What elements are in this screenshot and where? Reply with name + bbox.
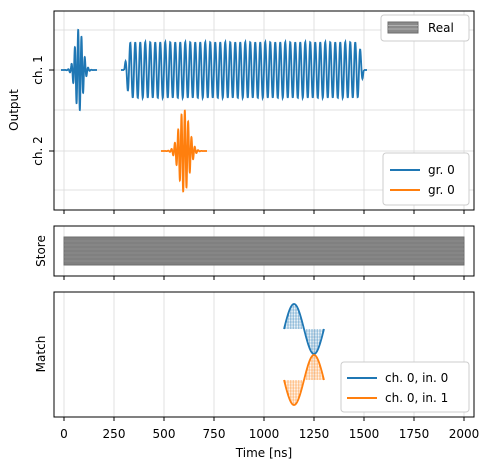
match-xtick-label-2000: 2000 bbox=[449, 427, 480, 441]
real-legend-label: Real bbox=[428, 21, 454, 35]
match-legend-label-1: ch. 0, in. 1 bbox=[385, 391, 448, 405]
output-panel: ch. 1 ch. 2 Output Real gr. 0 gr. 0 bbox=[7, 10, 475, 214]
output-x-ticks bbox=[63, 210, 465, 214]
match-template-0 bbox=[283, 303, 325, 355]
group-legend-label-0: gr. 0 bbox=[428, 163, 455, 177]
match-legend-label-0: ch. 0, in. 0 bbox=[385, 371, 448, 385]
match-xtick-label-500: 500 bbox=[153, 427, 176, 441]
ch2-label: ch. 2 bbox=[31, 136, 45, 165]
output-series bbox=[61, 28, 367, 193]
real-legend-swatch bbox=[387, 21, 419, 34]
store-bar bbox=[63, 236, 465, 266]
store-panel: Store bbox=[34, 225, 475, 280]
store-x-ticks bbox=[63, 276, 465, 280]
group-legend-label-1: gr. 0 bbox=[428, 183, 455, 197]
group-legend: gr. 0 gr. 0 bbox=[382, 152, 470, 206]
match-xtick-label-0: 0 bbox=[60, 427, 68, 441]
output-waveform-0 bbox=[63, 28, 95, 112]
match-xtick-label-1500: 1500 bbox=[349, 427, 380, 441]
output-waveform-2 bbox=[163, 109, 205, 193]
match-template-1 bbox=[283, 354, 325, 406]
real-legend: Real bbox=[380, 14, 470, 42]
match-xtick-label-1000: 1000 bbox=[249, 427, 280, 441]
match-xtick-label-1250: 1250 bbox=[299, 427, 330, 441]
group-legend-frame bbox=[382, 152, 470, 206]
match-x-ticks: 0 250 500 750 1000 1250 1500 1750 2000 bbox=[60, 417, 479, 441]
match-xtick-label-1750: 1750 bbox=[399, 427, 430, 441]
store-hatch bbox=[64, 240, 464, 262]
match-series bbox=[283, 303, 325, 406]
match-xtick-label-250: 250 bbox=[103, 427, 126, 441]
output-waveform-1 bbox=[123, 38, 365, 102]
match-xtick-label-750: 750 bbox=[203, 427, 226, 441]
match-ylabel: Match bbox=[34, 336, 48, 373]
match-panel: 0 250 500 750 1000 1250 1500 1750 2000 Match Tim… bbox=[34, 291, 479, 460]
ch1-label: ch. 1 bbox=[31, 55, 45, 84]
store-ylabel: Store bbox=[34, 235, 48, 267]
match-legend-frame bbox=[340, 361, 470, 413]
match-legend: ch. 0, in. 0 ch. 0, in. 1 bbox=[340, 361, 470, 413]
output-ylabel: Output bbox=[7, 89, 21, 131]
match-grid bbox=[63, 292, 465, 417]
match-xlabel: Time [ns] bbox=[235, 446, 292, 460]
